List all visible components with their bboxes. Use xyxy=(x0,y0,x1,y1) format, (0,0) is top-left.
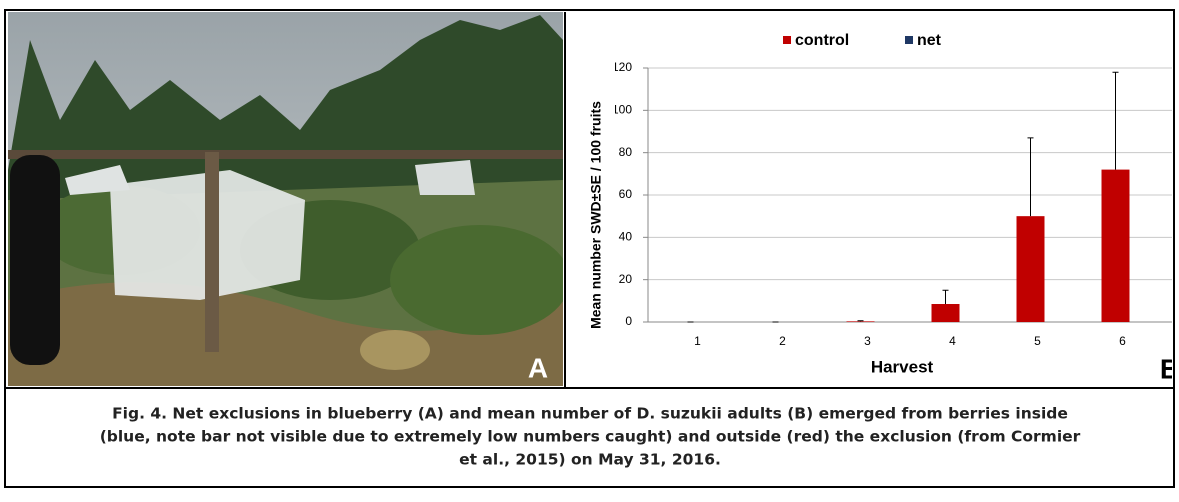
y-tick-label: 80 xyxy=(619,145,633,159)
y-tick-label: 0 xyxy=(625,314,632,328)
bar xyxy=(932,304,960,322)
figure: A Mean number SWD±SE / 100 fruits Harves… xyxy=(0,0,1179,497)
error-bar xyxy=(1028,138,1034,216)
y-axis-label: Mean number SWD±SE / 100 fruits xyxy=(588,101,604,329)
caption-line: (blue, note bar not visible due to extre… xyxy=(100,428,1081,446)
bar xyxy=(1017,216,1045,322)
x-tick-label: 1 xyxy=(694,334,701,348)
error-bar xyxy=(858,321,864,322)
x-tick-label: 3 xyxy=(864,334,871,348)
y-ticks: 0 20 40 60 80 100 120 xyxy=(612,60,632,328)
x-tick-label: 5 xyxy=(1034,334,1041,348)
legend-swatch xyxy=(783,36,791,44)
panel-label: A xyxy=(528,352,548,383)
y-tick-label: 40 xyxy=(619,230,633,244)
y-tick-label: 120 xyxy=(612,60,632,74)
legend-label: net xyxy=(917,32,942,49)
caption: Fig. 4. Net exclusions in blueberry (A) … xyxy=(100,405,1081,469)
y-tick-label: 20 xyxy=(619,272,633,286)
legend-swatch xyxy=(905,36,913,44)
y-tick-label: 60 xyxy=(619,187,633,201)
x-axis-label: Harvest xyxy=(871,357,934,376)
x-tick-label: 4 xyxy=(949,334,956,348)
caption-line: Fig. 4. Net exclusions in blueberry (A) … xyxy=(112,405,1068,423)
bar xyxy=(847,321,875,322)
error-bar xyxy=(1113,72,1119,169)
x-tick-label: 6 xyxy=(1119,334,1126,348)
photo xyxy=(8,12,570,386)
panel-label: B xyxy=(1160,353,1179,384)
bar xyxy=(1102,170,1130,322)
x-tick-label: 2 xyxy=(779,334,786,348)
chart: Mean number SWD±SE / 100 fruits Harvest … xyxy=(588,32,1179,384)
page: A Mean number SWD±SE / 100 fruits Harves… xyxy=(0,0,1179,497)
error-bar xyxy=(943,290,949,304)
caption-line: et al., 2015) on May 31, 2016. xyxy=(459,451,721,469)
legend-label: control xyxy=(795,32,849,49)
y-tick-label: 100 xyxy=(612,103,632,117)
